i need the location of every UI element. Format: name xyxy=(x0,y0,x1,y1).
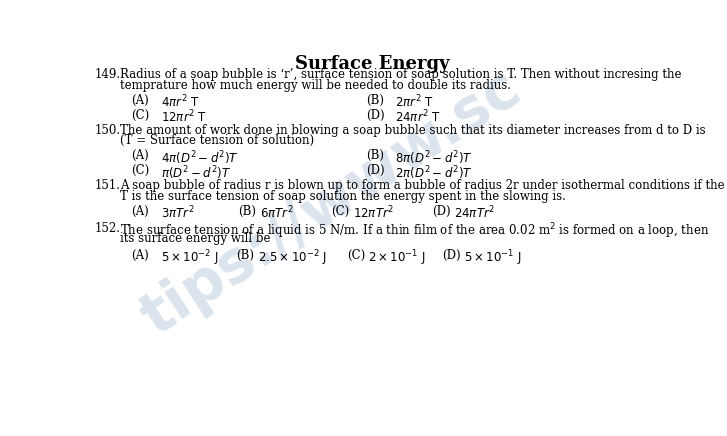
Text: (C): (C) xyxy=(131,164,150,177)
Text: Surface Energy: Surface Energy xyxy=(295,54,449,73)
Text: $12\pi r^{2}$ T: $12\pi r^{2}$ T xyxy=(161,109,206,125)
Text: (T = Surface tension of solution): (T = Surface tension of solution) xyxy=(121,134,315,147)
Text: $24\pi r^{2}$ T: $24\pi r^{2}$ T xyxy=(395,109,441,125)
Text: (D): (D) xyxy=(366,164,385,177)
Text: 152.: 152. xyxy=(95,222,121,235)
Text: (B): (B) xyxy=(236,249,254,262)
Text: $2\pi r^{2}$ T: $2\pi r^{2}$ T xyxy=(395,94,434,110)
Text: 150.: 150. xyxy=(95,124,121,137)
Text: 151.: 151. xyxy=(95,179,121,192)
Text: (C): (C) xyxy=(331,205,350,218)
Text: $4\pi r^{2}$ T: $4\pi r^{2}$ T xyxy=(161,94,199,110)
Text: temprature how much energy will be needed to double its radius.: temprature how much energy will be neede… xyxy=(121,79,511,92)
Text: $2\times10^{-1}$ J: $2\times10^{-1}$ J xyxy=(369,249,426,268)
Text: $6\pi Tr^{2}$: $6\pi Tr^{2}$ xyxy=(260,205,294,221)
Text: $24\pi Tr^{2}$: $24\pi Tr^{2}$ xyxy=(454,205,495,221)
Text: A soap bubble of radius r is blown up to form a bubble of radius 2r under isothe: A soap bubble of radius r is blown up to… xyxy=(121,179,725,192)
Text: (A): (A) xyxy=(131,249,149,262)
Text: 149.: 149. xyxy=(95,68,121,82)
Text: (C): (C) xyxy=(347,249,365,262)
Text: $5\times10^{-1}$ J: $5\times10^{-1}$ J xyxy=(464,249,521,268)
Text: $\pi\left(D^{2}-d^{2}\right)T$: $\pi\left(D^{2}-d^{2}\right)T$ xyxy=(161,164,230,181)
Text: $3\pi Tr^{2}$: $3\pi Tr^{2}$ xyxy=(161,205,194,221)
Text: Radius of a soap bubble is ‘r’, surface tension of soap solution is T. Then with: Radius of a soap bubble is ‘r’, surface … xyxy=(121,68,682,82)
Text: (C): (C) xyxy=(131,109,150,122)
Text: (B): (B) xyxy=(366,94,384,107)
Text: (B): (B) xyxy=(238,205,256,218)
Text: (D): (D) xyxy=(442,249,461,262)
Text: T is the surface tension of soap solution the energy spent in the slowing is.: T is the surface tension of soap solutio… xyxy=(121,190,566,203)
Text: The surface tension of a liquid is 5 N/m. If a thin film of the area 0.02 m$^{2}: The surface tension of a liquid is 5 N/m… xyxy=(121,222,710,241)
Text: (A): (A) xyxy=(131,94,149,107)
Text: (A): (A) xyxy=(131,150,149,162)
Text: $4\pi\left(D^{2}-d^{2}\right)T$: $4\pi\left(D^{2}-d^{2}\right)T$ xyxy=(161,150,238,167)
Text: The amount of work done in blowing a soap bubble such that its diameter increase: The amount of work done in blowing a soa… xyxy=(121,124,706,137)
Text: $2\pi\left(D^{2}-d^{2}\right)T$: $2\pi\left(D^{2}-d^{2}\right)T$ xyxy=(395,164,473,181)
Text: (D): (D) xyxy=(432,205,451,218)
Text: $5\times10^{-2}$ J: $5\times10^{-2}$ J xyxy=(161,249,218,268)
Text: $2.5\times10^{-2}$ J: $2.5\times10^{-2}$ J xyxy=(258,249,327,268)
Text: (B): (B) xyxy=(366,150,384,162)
Text: $8\pi\left(D^{2}-d^{2}\right)T$: $8\pi\left(D^{2}-d^{2}\right)T$ xyxy=(395,150,473,167)
Text: $12\pi Tr^{2}$: $12\pi Tr^{2}$ xyxy=(353,205,394,221)
Text: (A): (A) xyxy=(131,205,149,218)
Text: (D): (D) xyxy=(366,109,385,122)
Text: tips://www.sc: tips://www.sc xyxy=(131,60,531,347)
Text: its surface energy will be: its surface energy will be xyxy=(121,232,271,245)
